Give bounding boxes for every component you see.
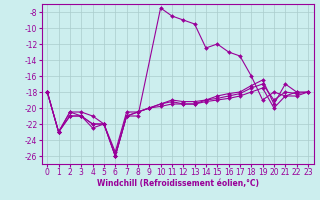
X-axis label: Windchill (Refroidissement éolien,°C): Windchill (Refroidissement éolien,°C): [97, 179, 259, 188]
